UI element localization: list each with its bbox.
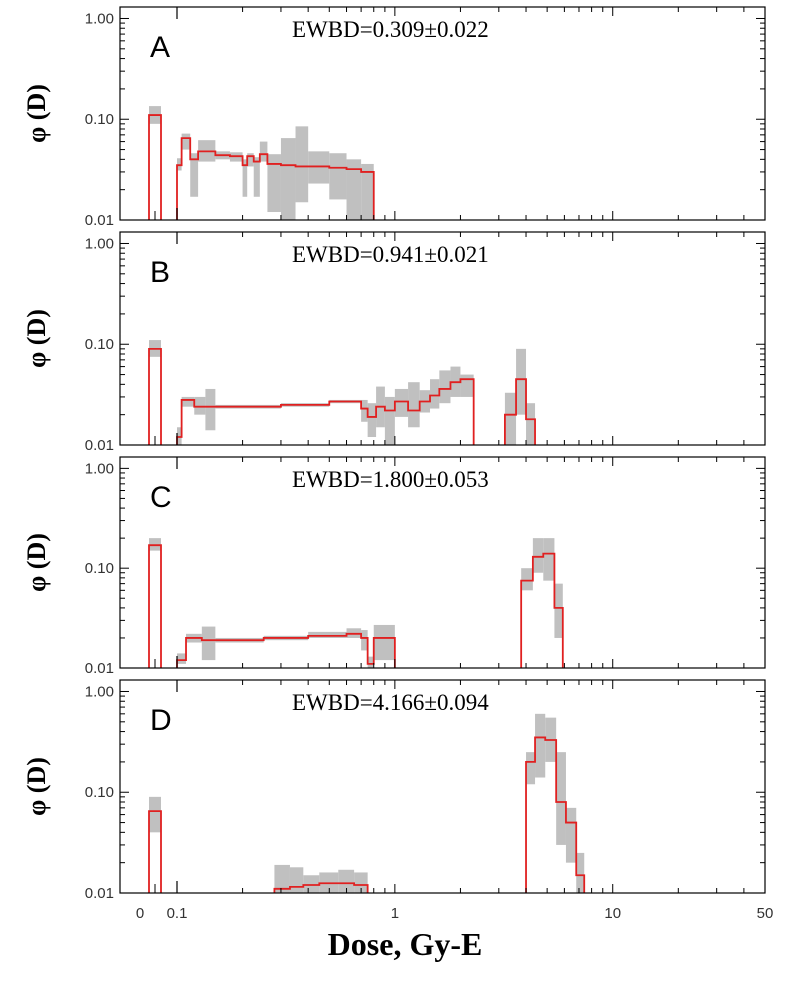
x-tick-labels: 0 0.1 1 10 50: [136, 905, 774, 922]
zero-bin-band: [149, 796, 161, 833]
ewbd-annotation: EWBD=4.166±0.094: [292, 690, 489, 715]
uncertainty-band: [289, 867, 304, 893]
dose-histogram-line: [176, 552, 564, 668]
y-axis-label: φ (D): [22, 757, 51, 816]
uncertainty-band: [329, 153, 347, 200]
uncertainty-band: [242, 159, 248, 197]
uncertainty-band: [177, 653, 187, 664]
uncertainty-band: [367, 656, 374, 668]
uncertainty-band: [205, 388, 216, 431]
uncertainty-band: [308, 631, 347, 638]
panel-d: 0.01 0.10 1.00 φ (D) D EWBD=4.166±0.094: [22, 679, 766, 902]
panel-c: 0.01 0.10 1.00 φ (D) C EWBD=1.800±0.053: [22, 456, 766, 677]
uncertainty-band: [280, 138, 296, 220]
x-tick-label: 0.1: [167, 905, 188, 922]
uncertainty-band: [247, 153, 254, 167]
panel-letter: D: [150, 704, 172, 737]
uncertainty-band: [460, 374, 474, 397]
uncertainty-band: [308, 151, 330, 184]
y-tick-label: 0.10: [85, 560, 114, 577]
uncertainty-band: [259, 141, 268, 162]
uncertainty-band: [274, 864, 290, 893]
uncertainty-band: [181, 396, 195, 407]
uncertainty-band: [556, 752, 566, 845]
uncertainty-band: [504, 392, 517, 445]
uncertainty-band: [190, 153, 199, 197]
y-tick-label: 0.01: [85, 885, 114, 902]
uncertainty-band: [181, 133, 191, 150]
x-tick-label: 1: [391, 905, 399, 922]
y-tick-label: 1.00: [85, 10, 114, 27]
y-tick-label: 0.10: [85, 336, 114, 353]
panel-b: 0.01 0.10 1.00 φ (D) B EWBD=0.941±0.021: [22, 231, 766, 454]
ewbd-annotation: EWBD=0.941±0.021: [292, 242, 489, 267]
y-tick-label: 0.01: [85, 660, 114, 677]
x-tick-label: 10: [604, 905, 621, 922]
uncertainty-band: [361, 630, 368, 651]
uncertainty-band: [430, 379, 440, 409]
uncertainty-band: [526, 403, 536, 445]
uncertainty-band: [535, 713, 546, 778]
uncertainty-band: [354, 872, 368, 893]
ewbd-annotation: EWBD=0.309±0.022: [292, 17, 489, 42]
panel-a: 0.01 0.10 1.00 φ (D) A EWBD=0.309±0.022: [22, 6, 766, 229]
y-tick-label: 1.00: [85, 235, 114, 252]
y-tick-label: 1.00: [85, 460, 114, 477]
uncertainty-band: [526, 752, 536, 785]
x-tick-label: 0: [136, 905, 144, 922]
uncertainty-band: [532, 538, 544, 573]
x-axis-label: Dose, Gy-E: [328, 926, 483, 962]
uncertainty-band: [408, 382, 420, 428]
y-axis-label: φ (D): [22, 309, 51, 368]
y-tick-label: 0.10: [85, 111, 114, 128]
uncertainty-band: [576, 852, 585, 893]
uncertainty-band: [516, 348, 527, 415]
y-axis-label: φ (D): [22, 84, 51, 143]
uncertainty-band: [439, 370, 451, 404]
y-axis-label: φ (D): [22, 533, 51, 592]
ewbd-annotation: EWBD=1.800±0.053: [292, 467, 489, 492]
dose-histogram-line: [273, 736, 586, 893]
uncertainty-band: [267, 154, 281, 213]
uncertainty-band: [295, 126, 309, 203]
panel-letter: A: [150, 31, 170, 64]
dose-histogram-line: [176, 137, 375, 220]
uncertainty-band: [384, 396, 395, 445]
y-tick-label: 1.00: [85, 683, 114, 700]
y-tick-label: 0.10: [85, 784, 114, 801]
y-tick-label: 0.01: [85, 212, 114, 229]
zero-dose-bar: [148, 544, 162, 668]
uncertainty-band: [346, 159, 362, 220]
uncertainty-band: [367, 403, 377, 438]
y-tick-label: 0.01: [85, 437, 114, 454]
panels: 0.010.101.00φ (D)AEWBD=0.309±0.0220.010.…: [22, 6, 774, 922]
x-tick-label: 50: [757, 905, 774, 922]
uncertainty-band: [521, 568, 533, 591]
panel-frame: [119, 231, 766, 446]
panel-frame: [119, 456, 766, 669]
uncertainty-band: [361, 399, 368, 422]
zero-dose-bar: [148, 810, 162, 893]
uncertainty-band: [394, 388, 409, 417]
zero-dose-bar: [148, 114, 162, 220]
zero-dose-bar: [148, 347, 162, 445]
uncertainty-band: [373, 624, 395, 661]
panel-frame: [119, 6, 766, 221]
uncertainty-band: [543, 538, 555, 581]
dose-histogram-line: [176, 378, 536, 445]
uncertainty-band: [253, 157, 260, 197]
panel-letter: B: [150, 256, 170, 289]
uncertainty-band: [565, 807, 577, 863]
uncertainty-band: [361, 163, 374, 220]
uncertainty-band: [554, 583, 563, 638]
uncertainty-band: [201, 626, 216, 661]
uncertainty-band: [338, 869, 355, 893]
panel-frame: [119, 679, 766, 894]
panel-letter: C: [150, 481, 172, 514]
